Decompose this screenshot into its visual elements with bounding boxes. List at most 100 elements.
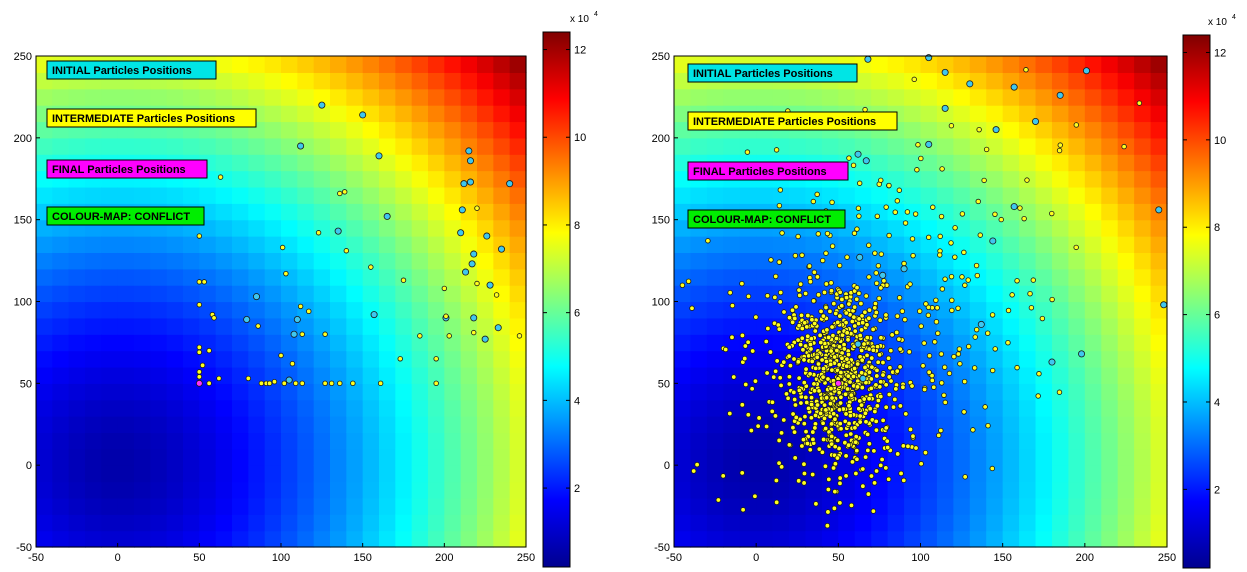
heatmap-cell [1101, 154, 1119, 172]
heatmap-cell [313, 399, 331, 417]
heatmap-cell [460, 366, 478, 384]
heatmap-cell [411, 252, 429, 270]
intermediate-point [796, 478, 802, 484]
heatmap-cell [428, 334, 445, 352]
intermediate-point [742, 343, 749, 349]
heatmap-cell [248, 481, 266, 499]
heatmap-cell [411, 301, 429, 319]
heatmap-cell [1051, 350, 1069, 368]
heatmap-cell [690, 88, 708, 106]
heatmap-cell [986, 383, 1004, 401]
heatmap-cell [264, 88, 282, 106]
heatmap-cell [706, 236, 724, 253]
heatmap-cell [1134, 448, 1152, 466]
heatmap-cell [444, 121, 462, 139]
heatmap-cell [411, 285, 429, 303]
heatmap-cell [166, 366, 184, 384]
heatmap-cell [379, 154, 396, 172]
heatmap-cell [281, 383, 298, 401]
heatmap-cell [706, 317, 724, 335]
heatmap-cell [1101, 203, 1119, 221]
intermediate-point [368, 264, 374, 270]
heatmap-cell [68, 301, 86, 319]
intermediate-point [842, 439, 848, 446]
heatmap-cell [674, 236, 692, 253]
intermediate-point [763, 423, 770, 430]
heatmap-cell [739, 432, 757, 450]
heatmap-cell [199, 497, 217, 515]
intermediate-point [791, 389, 797, 396]
heatmap-cell [1019, 448, 1037, 466]
heatmap-cell [1084, 154, 1102, 172]
heatmap-cell [215, 186, 233, 204]
intermediate-point [812, 425, 818, 431]
intermediate-point [729, 302, 736, 309]
heatmap-cell [428, 121, 445, 139]
heatmap-cell [1035, 497, 1053, 515]
heatmap-cell [460, 497, 478, 515]
intermediate-point [817, 410, 824, 417]
heatmap-cell [346, 334, 364, 352]
intermediate-point [196, 302, 203, 308]
intermediate-point [306, 308, 312, 315]
heatmap-cell [1035, 219, 1053, 237]
heatmap-cell [36, 334, 53, 352]
heatmap-cell [411, 350, 429, 368]
heatmap-cell [313, 121, 331, 139]
heatmap-cell [36, 252, 53, 270]
heatmap-cell [772, 399, 790, 417]
heatmap-cell [52, 432, 70, 450]
heatmap-cell [1068, 72, 1086, 90]
heatmap-cell [920, 105, 938, 123]
heatmap-cell [379, 366, 396, 384]
initial-point [466, 178, 474, 186]
heatmap-cell [739, 252, 757, 270]
intermediate-point [400, 277, 407, 283]
intermediate-point [808, 346, 814, 352]
heatmap-cell [920, 72, 938, 90]
heatmap-cell [313, 530, 331, 548]
heatmap-cell [428, 203, 445, 221]
heatmap-cell [166, 137, 184, 155]
intermediate-point [942, 276, 948, 282]
heatmap-cell [460, 88, 478, 106]
heatmap-cell [1035, 514, 1053, 532]
heatmap-cell [706, 448, 724, 466]
heatmap-cell [1150, 219, 1168, 237]
intermediate-point [842, 391, 849, 397]
heatmap-cell [969, 88, 987, 106]
heatmap-cell [477, 497, 494, 515]
intermediate-point [874, 280, 880, 286]
heatmap-cell [68, 334, 86, 352]
intermediate-point [289, 360, 296, 367]
heatmap-cell [313, 350, 331, 368]
intermediate-point [801, 379, 807, 386]
heatmap-cell [183, 448, 200, 466]
intermediate-point [876, 295, 882, 302]
intermediate-point [764, 370, 770, 376]
heatmap-cell [68, 186, 86, 204]
heatmap-cell [264, 268, 282, 286]
heatmap-cell [1134, 530, 1152, 548]
heatmap-cell [297, 334, 315, 352]
heatmap-cell [52, 334, 70, 352]
heatmap-cell [215, 219, 233, 237]
heatmap-cell [1150, 448, 1168, 466]
heatmap-cell [1002, 448, 1020, 466]
intermediate-point [752, 378, 759, 384]
heatmap-cell [68, 236, 86, 253]
intermediate-point [857, 398, 863, 404]
intermediate-point [949, 307, 955, 314]
heatmap-cell [101, 514, 119, 532]
heatmap-cell [183, 252, 200, 270]
initial-point [497, 245, 505, 253]
heatmap-cell [509, 465, 527, 483]
intermediate-point [843, 473, 849, 479]
intermediate-point [799, 325, 805, 332]
intermediate-point [885, 355, 892, 361]
intermediate-point [818, 308, 824, 315]
intermediate-point [845, 337, 851, 343]
heatmap-cell [1068, 301, 1086, 319]
heatmap-cell [789, 137, 807, 155]
heatmap-cell [264, 399, 282, 417]
